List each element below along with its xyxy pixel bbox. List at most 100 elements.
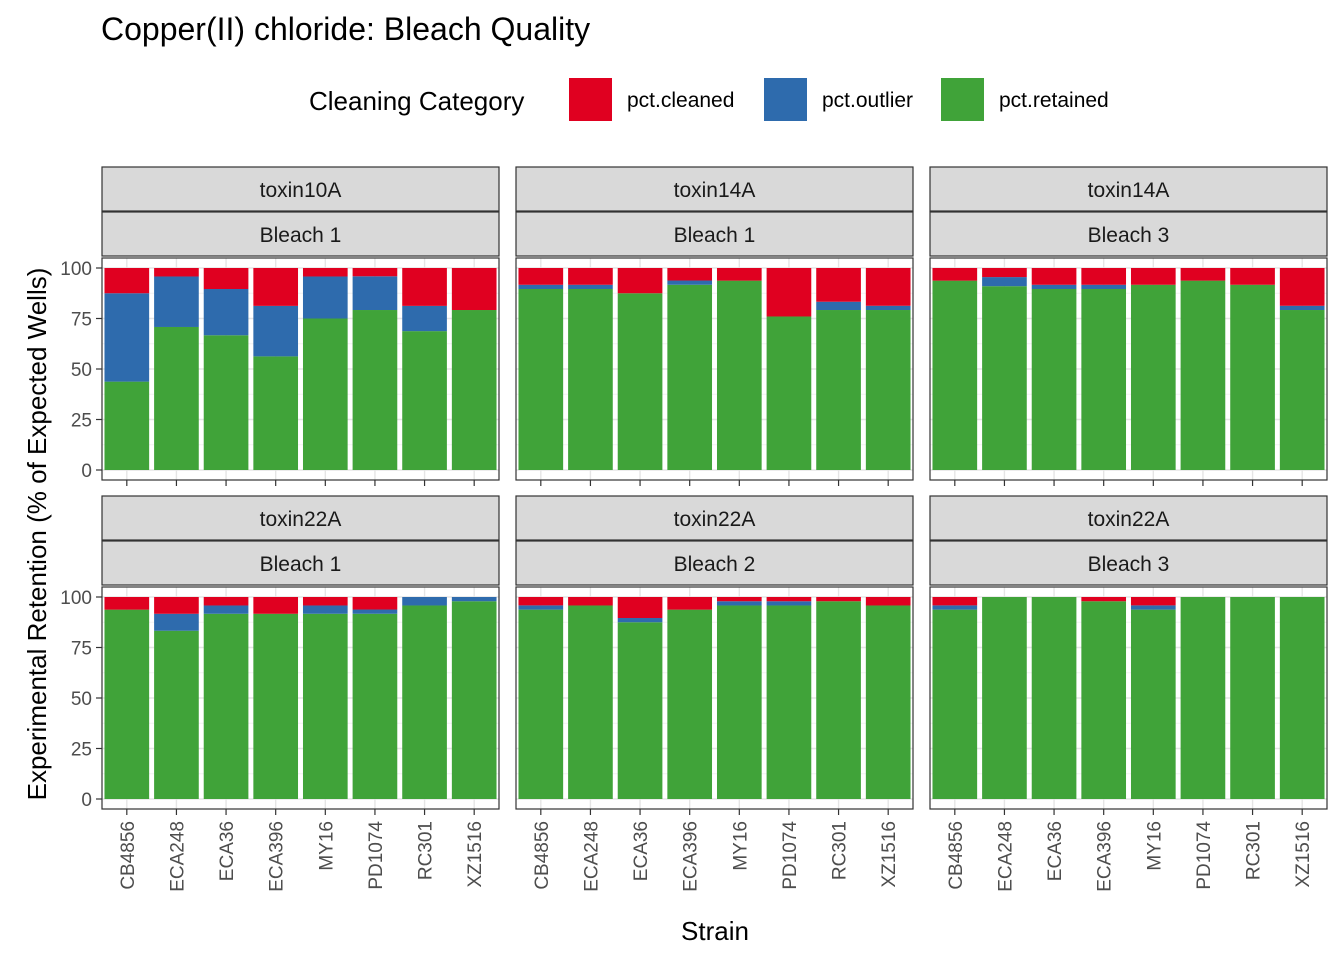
bar-retained-PD1074 xyxy=(352,613,398,799)
bar-outlier-XZ1516 xyxy=(865,305,911,311)
strip-top-bg xyxy=(929,166,1328,212)
panel-1: toxin10A Bleach 1 0 25 50 75 100 xyxy=(60,166,500,486)
bar-retained-CB4856 xyxy=(518,609,564,800)
bar-outlier-ECA248 xyxy=(982,277,1027,287)
bar-outlier-XZ1516 xyxy=(451,597,497,602)
y-tick-label: 25 xyxy=(71,411,92,432)
bar-retained-PD1074 xyxy=(352,310,398,470)
bar-outlier-ECA248 xyxy=(568,284,613,290)
legend-label-retained: pct.retained xyxy=(999,89,1109,112)
legend: Cleaning Category pct.cleaned pct.outlier… xyxy=(309,78,1109,121)
bar-cleaned-ECA36 xyxy=(203,268,249,290)
bar-outlier-RC301 xyxy=(816,301,861,311)
bar-retained-MY16 xyxy=(1130,609,1176,800)
bar-cleaned-MY16 xyxy=(302,597,348,606)
strip-top-bg xyxy=(929,495,1328,541)
bar-retained-MY16 xyxy=(1130,284,1176,470)
x-axis-label: Strain xyxy=(681,916,749,946)
bar-outlier-MY16 xyxy=(302,276,348,319)
bar-retained-CB4856 xyxy=(932,280,978,471)
bar-outlier-ECA36 xyxy=(203,289,249,336)
legend-title: Cleaning Category xyxy=(309,86,524,116)
strip-top-label: toxin22A xyxy=(674,508,756,531)
bar-cleaned-CB4856 xyxy=(518,268,564,285)
x-tick-label: MY16 xyxy=(1144,821,1165,871)
strip-bottom-label: Bleach 1 xyxy=(260,553,342,576)
panel-border xyxy=(929,257,1328,481)
bar-outlier-ECA248 xyxy=(154,276,199,327)
bar-outlier-MY16 xyxy=(1130,605,1176,610)
strip-top-bg xyxy=(515,495,914,541)
bar-cleaned-PD1074 xyxy=(1180,268,1226,281)
panel-4: toxin22A Bleach 1 0 25 50 75 100 CB4856 ECA248 EC… xyxy=(60,495,500,892)
bar-outlier-ECA36 xyxy=(1031,284,1077,290)
bar-retained-MY16 xyxy=(302,613,348,799)
bar-retained-CB4856 xyxy=(932,609,978,800)
y-tick-label: 50 xyxy=(71,689,92,710)
panel-6: toxin22A Bleach 3 CB4856 ECA248 ECA36 ECA396 M… xyxy=(929,495,1328,892)
y-tick-label: 0 xyxy=(81,790,92,811)
bar-retained-RC301 xyxy=(402,605,447,799)
bar-outlier-ECA36 xyxy=(617,618,663,623)
bar-cleaned-ECA248 xyxy=(154,597,199,614)
bar-cleaned-ECA248 xyxy=(982,268,1027,278)
bar-retained-ECA396 xyxy=(1081,289,1127,470)
strip-top-bg xyxy=(101,166,500,212)
chart-title: Copper(II) chloride: Bleach Quality xyxy=(101,11,590,47)
bar-cleaned-ECA248 xyxy=(568,268,613,285)
bar-retained-PD1074 xyxy=(766,316,812,470)
bar-retained-ECA36 xyxy=(1031,289,1077,470)
x-tick-label: PD1074 xyxy=(780,821,801,890)
panel-border xyxy=(929,586,1328,810)
bar-cleaned-CB4856 xyxy=(932,597,978,606)
bar-outlier-PD1074 xyxy=(352,276,398,311)
strip-bottom-label: Bleach 3 xyxy=(1088,224,1170,247)
panels: toxin10A Bleach 1 0 25 50 75 100 toxin14A Bleach… xyxy=(60,166,1328,892)
bar-retained-ECA396 xyxy=(253,356,299,471)
bar-retained-ECA248 xyxy=(982,286,1027,470)
bar-cleaned-RC301 xyxy=(1230,268,1275,285)
legend-swatch-outlier xyxy=(764,78,807,121)
bar-outlier-MY16 xyxy=(716,601,762,606)
legend-label-outlier: pct.outlier xyxy=(822,89,913,112)
bar-outlier-RC301 xyxy=(402,597,447,606)
bar-cleaned-MY16 xyxy=(716,268,762,281)
bar-cleaned-CB4856 xyxy=(104,268,150,294)
panel-2: toxin14A Bleach 1 xyxy=(515,166,914,486)
x-tick-label: ECA36 xyxy=(1045,821,1066,881)
strip-top-label: toxin14A xyxy=(674,179,756,202)
bar-retained-RC301 xyxy=(1230,597,1275,799)
x-tick-label: RC301 xyxy=(416,821,437,880)
x-tick-label: PD1074 xyxy=(1194,821,1215,890)
y-tick-label: 50 xyxy=(71,360,92,381)
x-tick-label: ECA248 xyxy=(167,821,188,892)
bar-retained-ECA248 xyxy=(568,605,613,799)
x-tick-label: XZ1516 xyxy=(465,821,486,888)
bar-cleaned-ECA396 xyxy=(1081,597,1127,602)
bar-retained-XZ1516 xyxy=(451,601,497,799)
x-tick-label: MY16 xyxy=(730,821,751,871)
bar-retained-MY16 xyxy=(302,318,348,470)
panel-border xyxy=(515,257,914,481)
bar-cleaned-MY16 xyxy=(716,597,762,602)
bar-retained-XZ1516 xyxy=(451,310,497,470)
strip-bottom-label: Bleach 3 xyxy=(1088,553,1170,576)
bar-cleaned-XZ1516 xyxy=(451,268,497,311)
bar-outlier-XZ1516 xyxy=(1279,305,1325,311)
bar-cleaned-XZ1516 xyxy=(1279,268,1325,306)
y-tick-label: 100 xyxy=(60,588,92,609)
bar-retained-ECA36 xyxy=(1031,597,1077,799)
bar-outlier-ECA36 xyxy=(203,605,249,614)
x-tick-label: ECA396 xyxy=(267,821,288,892)
bar-retained-ECA396 xyxy=(667,609,713,800)
bar-cleaned-PD1074 xyxy=(352,597,398,610)
x-tick-label: ECA396 xyxy=(681,821,702,892)
bar-outlier-PD1074 xyxy=(352,609,398,614)
bar-cleaned-XZ1516 xyxy=(865,597,911,606)
x-tick-label: RC301 xyxy=(830,821,851,880)
strip-bottom-bg xyxy=(515,211,914,257)
bar-retained-XZ1516 xyxy=(1279,597,1325,799)
y-tick-label: 100 xyxy=(60,259,92,280)
bar-outlier-ECA396 xyxy=(1081,284,1127,290)
strip-top-label: toxin22A xyxy=(260,508,342,531)
